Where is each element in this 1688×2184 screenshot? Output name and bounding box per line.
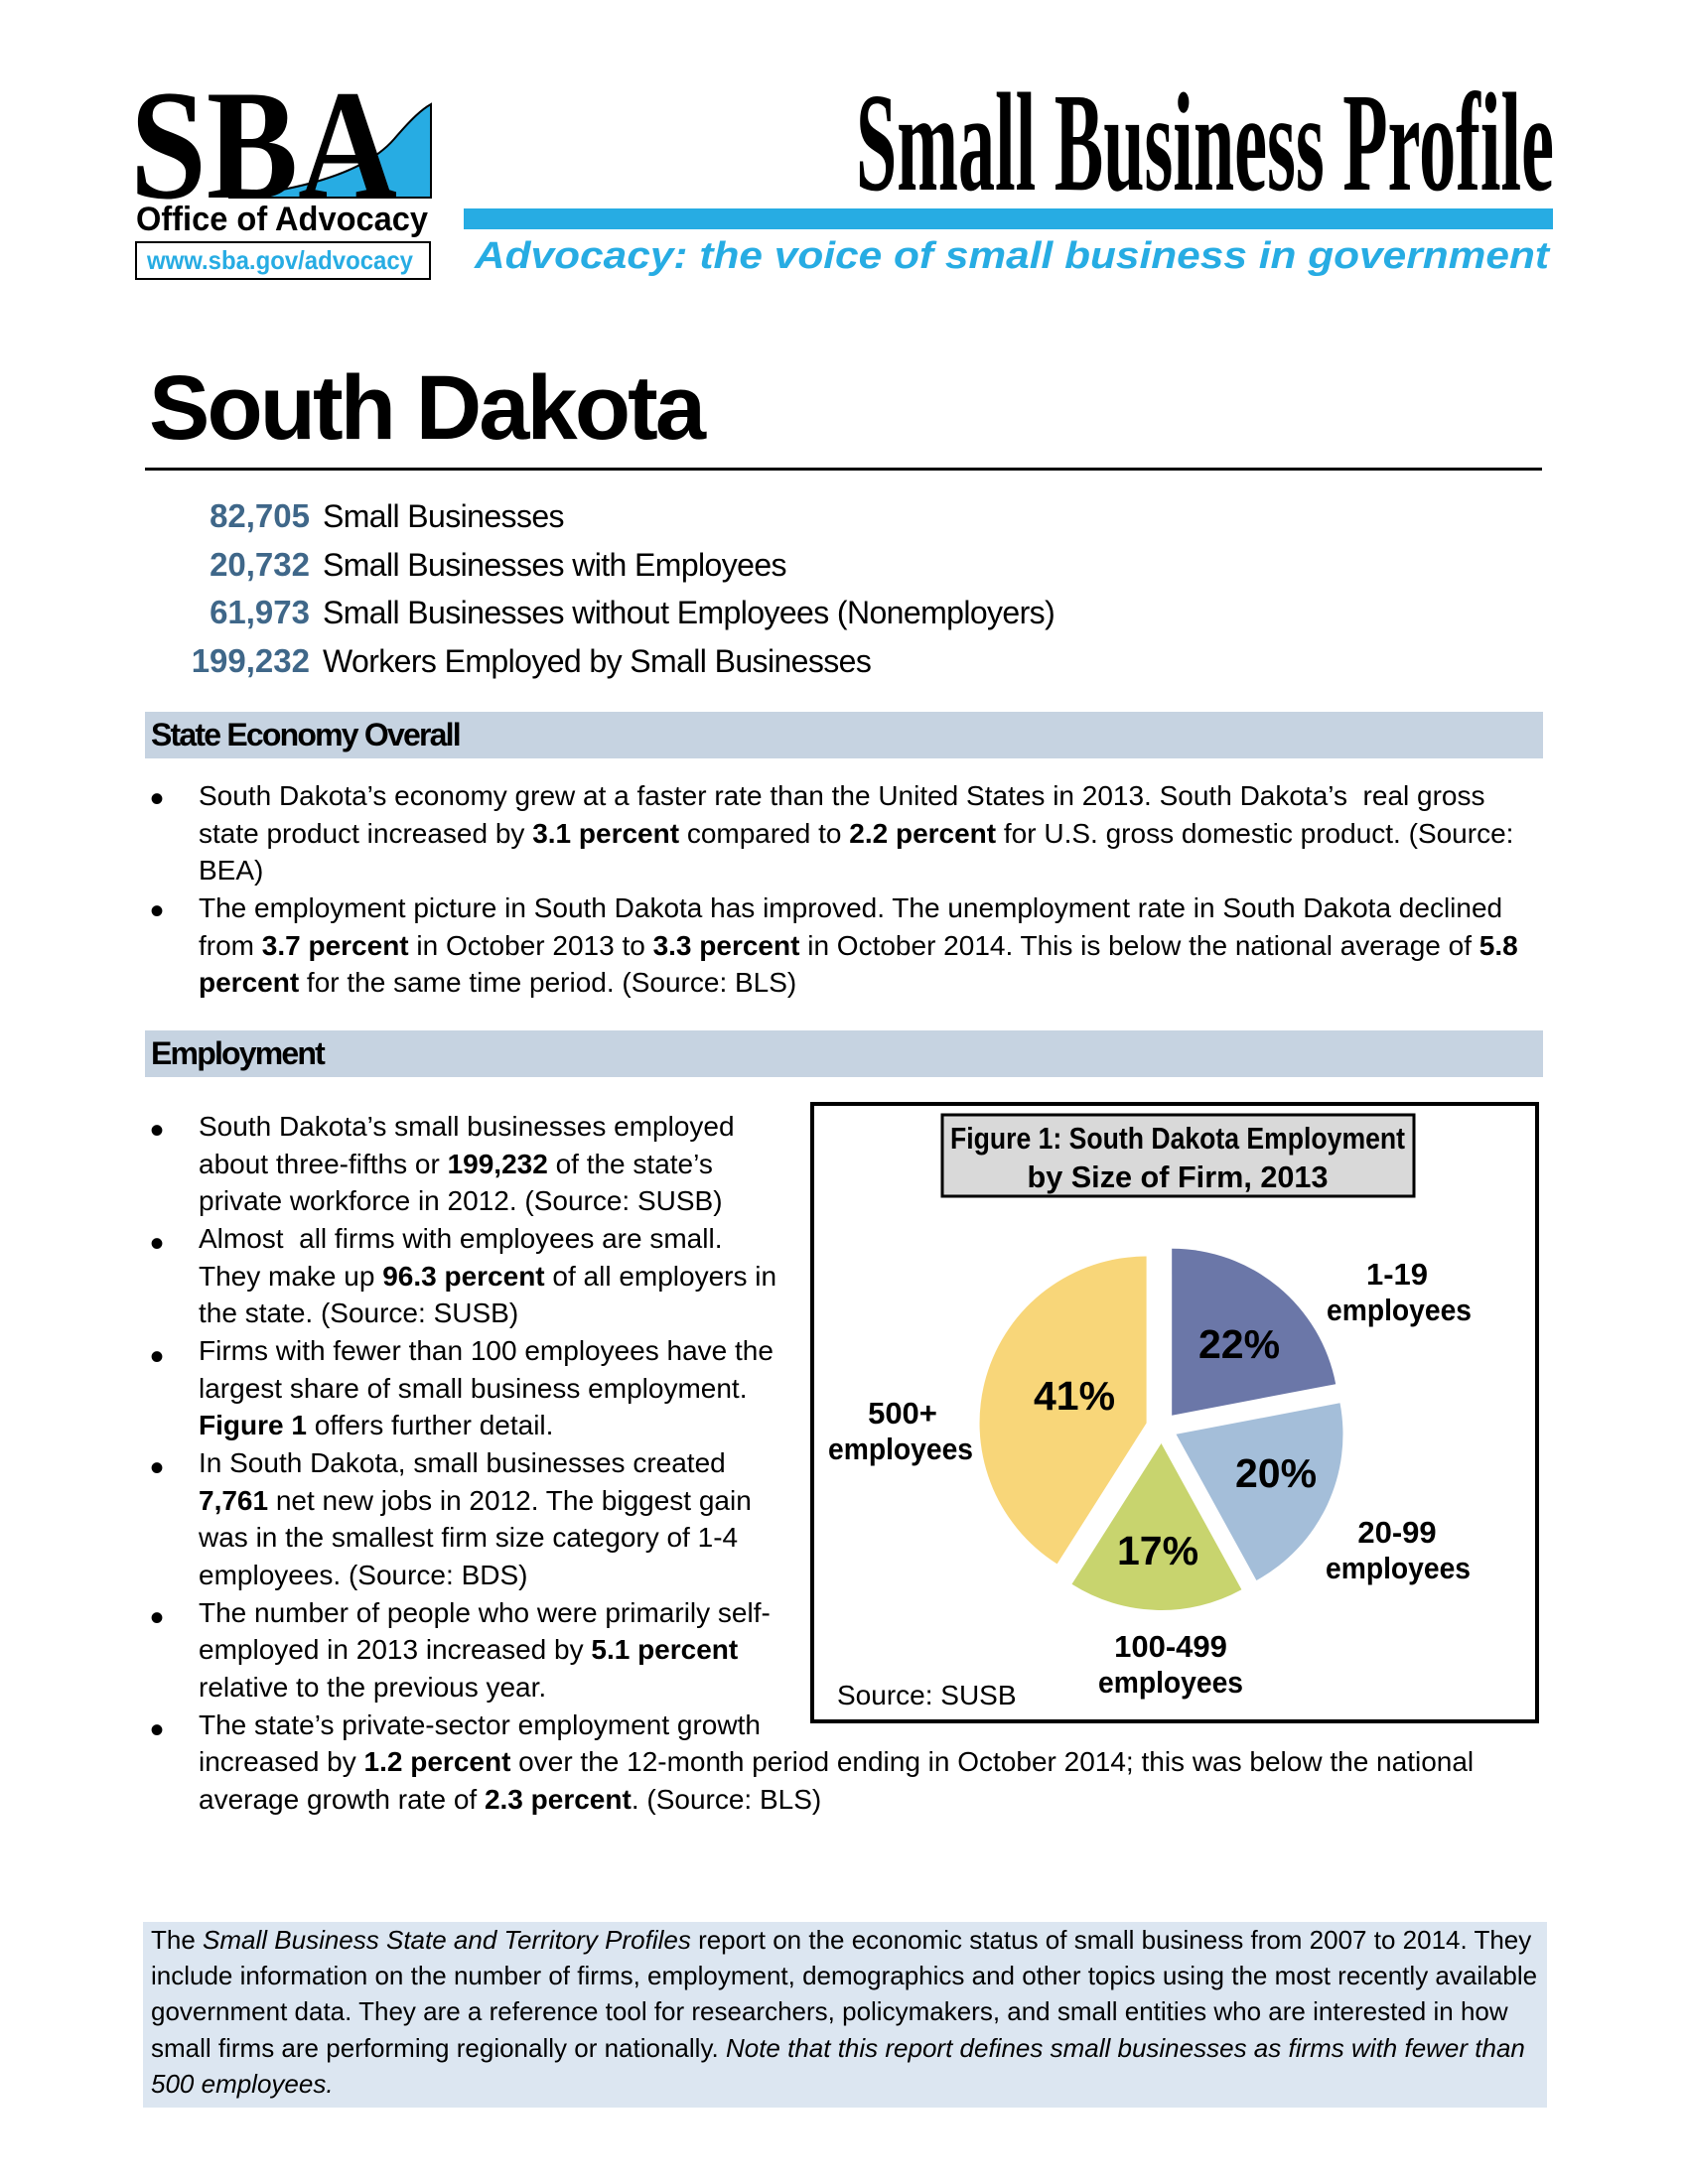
svg-text:Source: SUSB: Source: SUSB bbox=[837, 1680, 1017, 1710]
svg-text:SBA: SBA bbox=[134, 92, 397, 232]
svg-text:employees: employees bbox=[828, 1432, 973, 1466]
svg-text:17%: 17% bbox=[1117, 1528, 1198, 1573]
svg-text:by Size of Firm, 2013: by Size of Firm, 2013 bbox=[1028, 1160, 1329, 1194]
svg-text:500+: 500+ bbox=[868, 1396, 937, 1431]
svg-text:Office of Advocacy: Office of Advocacy bbox=[136, 201, 428, 238]
svg-text:employees: employees bbox=[1327, 1293, 1472, 1327]
svg-text:1-19: 1-19 bbox=[1366, 1257, 1428, 1292]
svg-text:Small Business Profile: Small Business Profile bbox=[856, 64, 1554, 209]
svg-text:Advocacy: the voice of small b: Advocacy: the voice of small business in… bbox=[474, 235, 1551, 277]
svg-text:22%: 22% bbox=[1198, 1321, 1280, 1367]
svg-text:employees: employees bbox=[1098, 1665, 1243, 1700]
svg-text:www.sba.gov/advocacy: www.sba.gov/advocacy bbox=[146, 245, 413, 275]
svg-text:41%: 41% bbox=[1034, 1373, 1115, 1419]
svg-text:20-99: 20-99 bbox=[1357, 1515, 1436, 1550]
svg-text:20%: 20% bbox=[1235, 1450, 1317, 1496]
svg-text:Figure 1: South Dakota Employm: Figure 1: South Dakota Employment bbox=[950, 1121, 1405, 1156]
svg-text:100-499: 100-499 bbox=[1114, 1629, 1227, 1664]
svg-text:employees: employees bbox=[1326, 1551, 1471, 1585]
